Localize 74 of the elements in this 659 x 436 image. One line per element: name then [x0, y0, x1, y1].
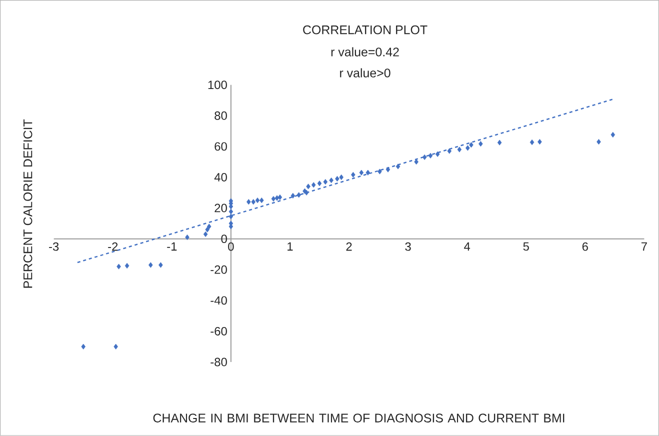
point	[435, 151, 440, 157]
point	[205, 226, 210, 232]
point	[278, 194, 282, 200]
point	[203, 231, 208, 238]
point	[311, 182, 316, 188]
y-tick-label: 80	[214, 111, 227, 120]
point	[148, 262, 153, 268]
point	[414, 159, 418, 165]
point	[260, 198, 264, 204]
point	[457, 146, 462, 152]
text: r value>0	[340, 68, 390, 78]
point	[469, 142, 474, 148]
chart-subtitle: r value=0.42	[331, 47, 399, 56]
x-tick-label: 2	[346, 242, 352, 251]
point	[329, 178, 334, 184]
chart-title: CORRELATION PLOT	[303, 25, 428, 34]
point	[124, 263, 130, 269]
x-tick-label: -2	[108, 242, 118, 251]
point	[359, 170, 364, 176]
point	[81, 344, 86, 350]
point	[351, 172, 356, 178]
point	[271, 196, 276, 202]
point	[323, 179, 328, 185]
x-tick-label: 5	[523, 242, 529, 251]
x-tick-label: 1	[288, 242, 293, 251]
y-tick-label: 0	[221, 234, 227, 244]
point	[116, 264, 121, 270]
x-axis-title: CHANGE IN BMI BETWEEN TIME OF DIAGNOSIS AND CURRENT BMI	[153, 414, 564, 423]
point	[296, 192, 301, 198]
y-tick-label: -20	[210, 265, 227, 274]
point	[228, 214, 234, 220]
y-tick-label: -40	[210, 296, 227, 305]
point	[251, 199, 256, 205]
y-tick-label: 40	[214, 173, 227, 182]
y-axis-title: PERCENT CALORIE DEFICIT	[23, 119, 32, 288]
x-tick-label: -3	[49, 242, 59, 251]
point	[478, 141, 483, 147]
x-tick-label: 3	[405, 242, 411, 251]
point	[396, 164, 400, 170]
point	[447, 148, 452, 154]
point	[530, 140, 534, 146]
y-tick-label: 20	[214, 204, 227, 212]
point	[246, 199, 251, 205]
point	[497, 140, 502, 146]
point	[386, 166, 390, 172]
y-tick-label: 60	[214, 142, 227, 151]
x-tick-label: -1	[167, 242, 177, 251]
point	[306, 184, 310, 190]
x-tick-label: 0	[228, 242, 234, 251]
point	[610, 132, 616, 138]
point	[335, 176, 340, 182]
point	[538, 139, 542, 145]
y-tick-label: 100	[208, 80, 227, 90]
point	[290, 192, 296, 199]
point	[378, 168, 382, 174]
point	[206, 224, 212, 230]
x-tick-label: 6	[582, 242, 588, 251]
point	[185, 234, 190, 240]
point	[114, 344, 118, 350]
point	[228, 208, 234, 214]
point	[596, 139, 601, 145]
point	[274, 195, 280, 201]
point	[422, 154, 427, 160]
y-tick-label: -80	[210, 358, 227, 366]
point	[466, 145, 470, 151]
x-tick-label: 7	[641, 242, 647, 251]
point	[158, 262, 163, 268]
point	[428, 152, 433, 159]
point	[339, 174, 344, 180]
point	[255, 198, 260, 204]
y-tick-label: -60	[210, 327, 227, 336]
point	[366, 170, 370, 176]
point	[317, 180, 322, 186]
x-tick-label: 4	[464, 242, 470, 251]
